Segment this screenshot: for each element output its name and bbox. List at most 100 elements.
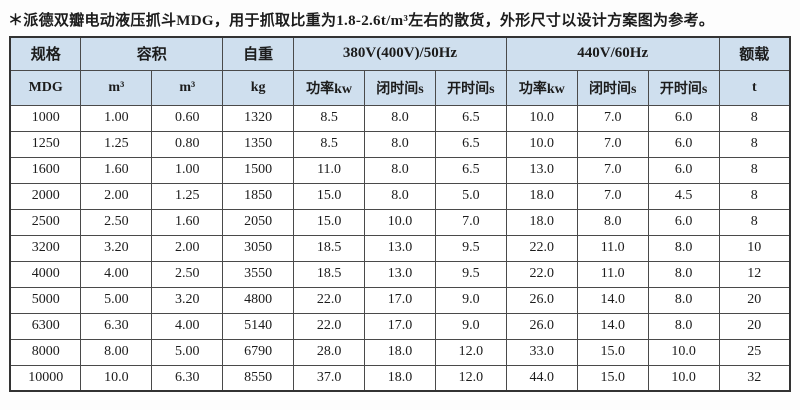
header-sub-cell: 开时间s <box>434 69 507 106</box>
table-cell: 15.0 <box>293 182 366 210</box>
page-title: ＊派德双瓣电动液压抓斗MDG，用于抓取比重为1.8-2.6t/m³左右的散货，外… <box>8 13 715 29</box>
table-cell: 8 <box>718 130 791 158</box>
table-cell: 15.0 <box>576 364 649 392</box>
header-group-cell: 440V/60Hz <box>505 36 720 71</box>
header-sub-cell: 开时间s <box>647 69 720 106</box>
table-cell: 1850 <box>222 182 295 210</box>
table-cell: 6.0 <box>647 156 720 184</box>
header-sub-cell: MDG <box>9 69 82 106</box>
table-cell: 6.0 <box>647 208 720 236</box>
table-cell: 5000 <box>9 286 82 314</box>
table-cell: 7.0 <box>576 104 649 132</box>
table-cell: 9.5 <box>434 260 507 288</box>
table-cell: 11.0 <box>576 234 649 262</box>
table-cell: 22.0 <box>293 286 366 314</box>
table-cell: 12.0 <box>434 364 507 392</box>
table-cell: 7.0 <box>576 182 649 210</box>
table-cell: 13.0 <box>364 260 436 288</box>
table-cell: 5.00 <box>80 286 153 314</box>
table-row: 5000 5.00 3.20 4800 22.0 17.0 9.0 26.0 14.0 8.0 20 <box>9 286 791 314</box>
table-cell: 5140 <box>222 312 295 340</box>
table-cell: 8.00 <box>80 338 153 366</box>
table-cell: 3550 <box>222 260 295 288</box>
table-cell: 8.0 <box>364 104 436 132</box>
table-cell: 0.60 <box>151 104 224 132</box>
table-cell: 17.0 <box>364 312 436 340</box>
spec-table: 规格 容积 自重 380V(400V)/50Hz 440V/60Hz 额载 MDG m³ m³ k… <box>9 36 791 392</box>
table-cell: 7.0 <box>576 156 649 184</box>
table-cell: 18.5 <box>293 260 366 288</box>
table-cell: 8 <box>718 156 791 184</box>
table-row: 4000 4.00 2.50 3550 18.5 13.0 9.5 22.0 11.0 8.0 12 <box>9 260 791 288</box>
table-row: 6300 6.30 4.00 5140 22.0 17.0 9.0 26.0 14.0 8.0 20 <box>9 312 791 340</box>
table-cell: 1320 <box>222 104 295 132</box>
table-cell: 4.5 <box>647 182 720 210</box>
table-cell: 12.0 <box>434 338 507 366</box>
table-row: 1600 1.60 1.00 1500 11.0 8.0 6.5 13.0 7.0 6.0 8 <box>9 156 791 184</box>
table-cell: 18.0 <box>364 338 436 366</box>
table-cell: 8.0 <box>364 182 436 210</box>
header-sub-cell: 闭时间s <box>576 69 649 106</box>
table-cell: 28.0 <box>293 338 366 366</box>
table-cell: 6.0 <box>647 104 720 132</box>
header-sub-cell: 功率kw <box>293 69 366 106</box>
table-cell: 10000 <box>9 364 82 392</box>
table-cell: 8.0 <box>364 156 436 184</box>
table-cell: 5.00 <box>151 338 224 366</box>
header-group-row: 规格 容积 自重 380V(400V)/50Hz 440V/60Hz 额载 <box>9 36 791 71</box>
table-cell: 8.0 <box>647 234 720 262</box>
table-cell: 8000 <box>9 338 82 366</box>
table-cell: 8 <box>718 208 791 236</box>
table-cell: 3050 <box>222 234 295 262</box>
table-cell: 4000 <box>9 260 82 288</box>
table-cell: 6.5 <box>434 104 507 132</box>
header-group-cell: 额载 <box>718 36 791 71</box>
table-body: 1000 1.00 0.60 1320 8.5 8.0 6.5 10.0 7.0 6.0 8 1250… <box>9 104 791 392</box>
table-cell: 6.5 <box>434 130 507 158</box>
table-cell: 5.0 <box>434 182 507 210</box>
table-cell: 6.30 <box>80 312 153 340</box>
table-cell: 10.0 <box>647 338 720 366</box>
table-cell: 8.0 <box>647 286 720 314</box>
table-cell: 18.0 <box>505 208 578 236</box>
table-cell: 3200 <box>9 234 82 262</box>
table-cell: 9.5 <box>434 234 507 262</box>
table-cell: 8 <box>718 104 791 132</box>
table-cell: 18.0 <box>364 364 436 392</box>
table-cell: 8 <box>718 182 791 210</box>
table-cell: 8.0 <box>647 312 720 340</box>
table-cell: 9.0 <box>434 312 507 340</box>
table-cell: 37.0 <box>293 364 366 392</box>
table-cell: 1.25 <box>151 182 224 210</box>
table-cell: 2050 <box>222 208 295 236</box>
table-cell: 12 <box>718 260 791 288</box>
table-cell: 32 <box>718 364 791 392</box>
table-row: 1250 1.25 0.80 1350 8.5 8.0 6.5 10.0 7.0 6.0 8 <box>9 130 791 158</box>
table-cell: 7.0 <box>434 208 507 236</box>
table-cell: 8.0 <box>647 260 720 288</box>
table-cell: 6790 <box>222 338 295 366</box>
table-cell: 0.80 <box>151 130 224 158</box>
table-cell: 4.00 <box>80 260 153 288</box>
table-cell: 6300 <box>9 312 82 340</box>
table-cell: 8.0 <box>576 208 649 236</box>
table-cell: 10.0 <box>505 104 578 132</box>
table-cell: 9.0 <box>434 286 507 314</box>
table-cell: 14.0 <box>576 286 649 314</box>
table-row: 10000 10.0 6.30 8550 37.0 18.0 12.0 44.0 15.0 10.… <box>9 364 791 392</box>
table-cell: 2500 <box>9 208 82 236</box>
table-cell: 3.20 <box>151 286 224 314</box>
table-cell: 1.00 <box>151 156 224 184</box>
table-cell: 3.20 <box>80 234 153 262</box>
table-cell: 22.0 <box>505 234 578 262</box>
table-cell: 14.0 <box>576 312 649 340</box>
header-sub-cell: 闭时间s <box>364 69 436 106</box>
table-cell: 1000 <box>9 104 82 132</box>
table-cell: 10.0 <box>364 208 436 236</box>
header-sub-cell: 功率kw <box>505 69 578 106</box>
table-cell: 1.00 <box>80 104 153 132</box>
header-group-cell: 容积 <box>80 36 224 71</box>
table-row: 2000 2.00 1.25 1850 15.0 8.0 5.0 18.0 7.0 4.5 8 <box>9 182 791 210</box>
table-cell: 18.5 <box>293 234 366 262</box>
